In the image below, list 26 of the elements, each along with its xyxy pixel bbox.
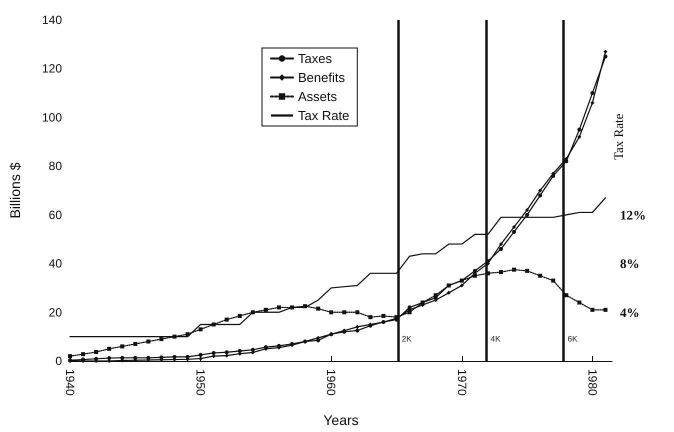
legend-label: Assets <box>298 89 338 104</box>
legend-label: Benefits <box>298 70 346 85</box>
y2-axis-title: Tax Rate <box>611 113 626 160</box>
y2-tick-label: 12% <box>620 207 646 222</box>
y-tick-label: 80 <box>48 159 62 174</box>
ref-line-label: 2K <box>402 334 412 344</box>
y2-tick-label: 4% <box>620 304 640 320</box>
legend-label: Tax Rate <box>298 108 350 123</box>
legend-label: Taxes <box>298 51 332 66</box>
y2-tick-label: 8% <box>620 256 640 272</box>
y-axis-title: Billions $ <box>7 162 23 219</box>
x-tick-label: 1940 <box>63 369 77 396</box>
y-tick-label: 0 <box>55 354 62 368</box>
y-tick-label: 20 <box>48 305 62 320</box>
y-tick-label: 120 <box>42 62 62 76</box>
y-tick-label: 140 <box>42 13 62 27</box>
y-tick-label: 40 <box>48 256 62 271</box>
x-tick-label: 1950 <box>194 369 208 396</box>
ref-line-label: 4K <box>490 334 502 344</box>
x-axis-title: Years <box>323 412 359 428</box>
x-tick-label: 1960 <box>324 369 338 396</box>
y-tick-label: 60 <box>48 208 62 222</box>
x-tick-label: 1970 <box>454 369 469 396</box>
x-tick-label: 1980 <box>585 369 600 396</box>
y-tick-label: 100 <box>42 110 62 124</box>
ref-line-label: 6K <box>568 334 578 344</box>
